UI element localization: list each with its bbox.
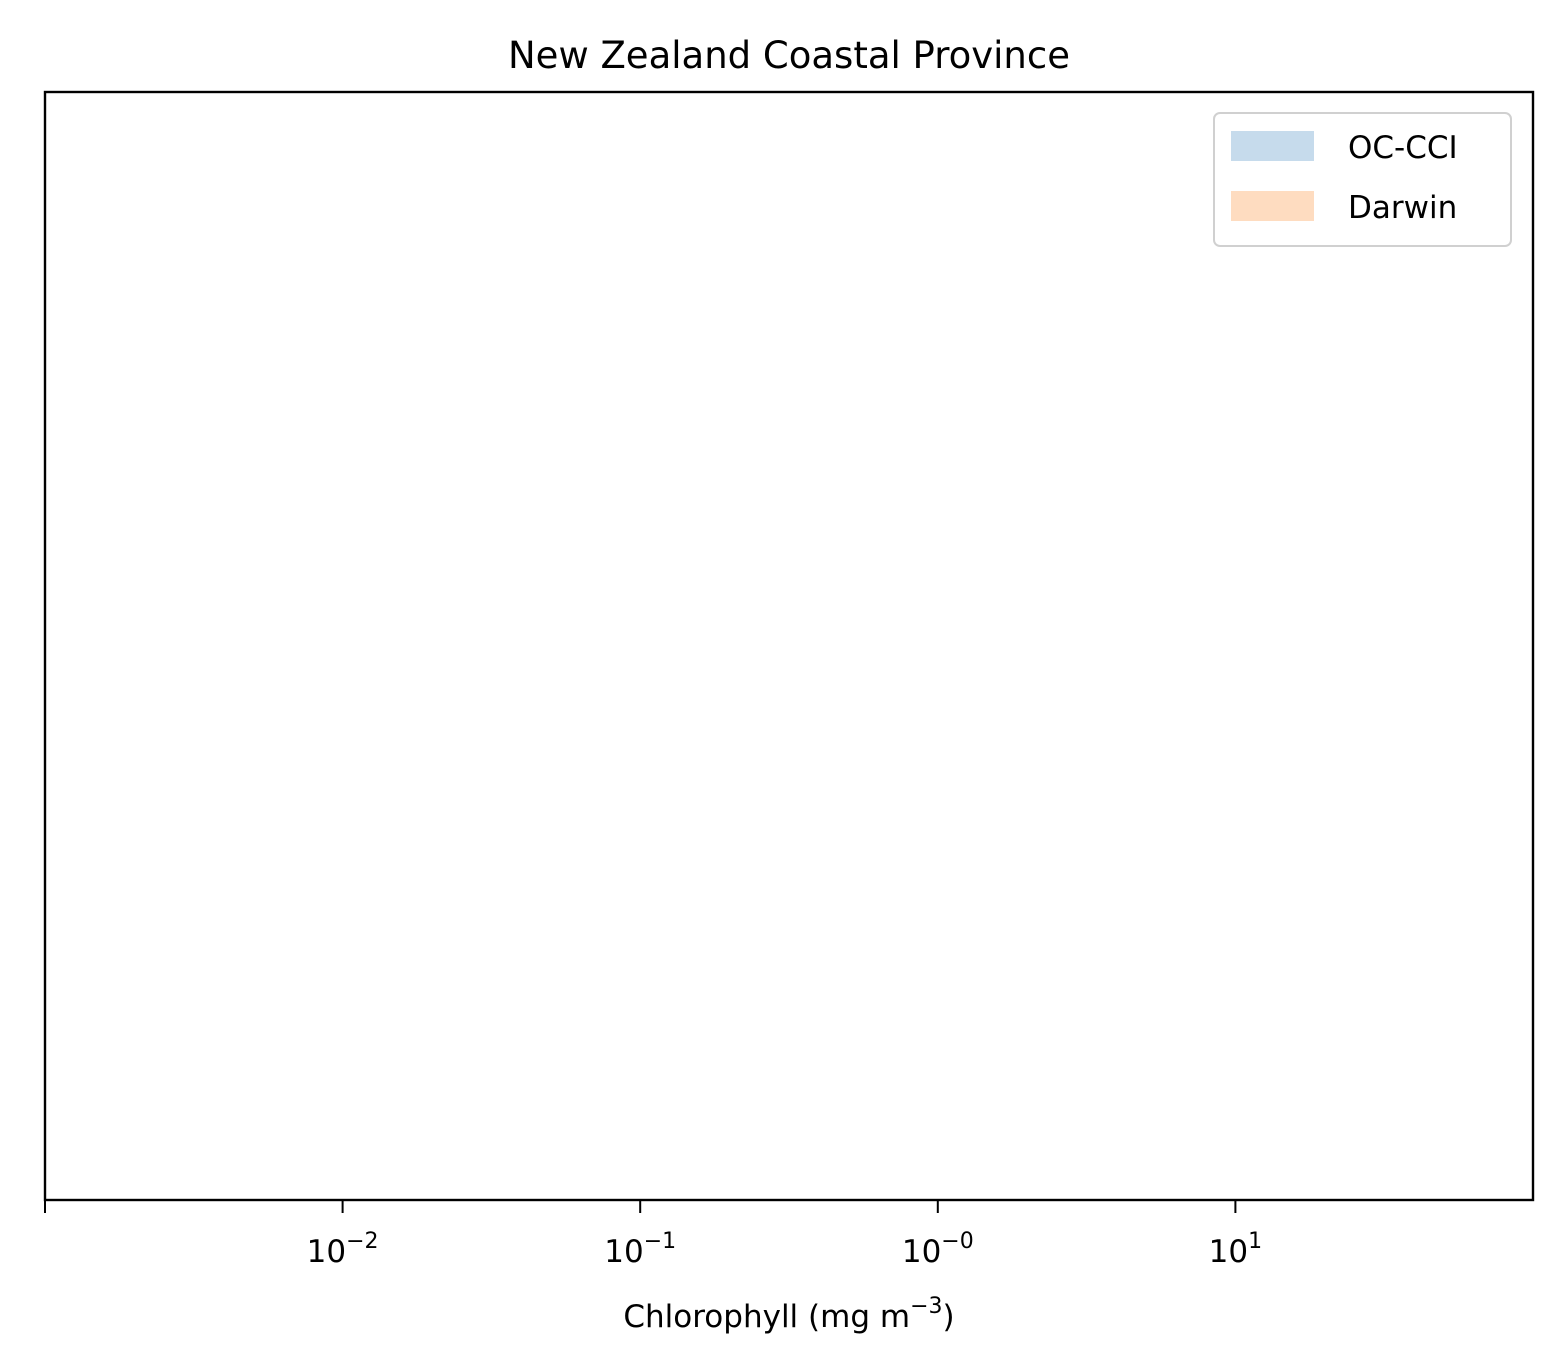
legend-swatch-oc-cci	[1231, 131, 1314, 161]
legend-label-darwin: Darwin	[1348, 190, 1457, 226]
x-tick-label: 10−0	[902, 1229, 974, 1270]
x-tick-label: 101	[1209, 1229, 1262, 1270]
legend: OC-CCI Darwin	[1213, 112, 1512, 247]
axes-frame	[43, 90, 1535, 1202]
x-axis-label-main: Chlorophyll (mg m	[623, 1299, 910, 1335]
x-tick-label: 10−1	[604, 1229, 676, 1270]
x-axis-label-suffix: )	[943, 1299, 955, 1335]
x-tick-label: 10−2	[307, 1229, 379, 1270]
legend-entries: OC-CCI Darwin	[1231, 130, 1458, 226]
x-ticks: 10−2 10−1 10−0 101	[307, 1200, 1262, 1270]
legend-swatch-darwin	[1231, 191, 1314, 221]
x-axis-label-exponent: −3	[910, 1294, 942, 1319]
x-axis-label: Chlorophyll (mg m−3)	[623, 1294, 954, 1335]
legend-label-oc-cci: OC-CCI	[1348, 130, 1458, 166]
chart-title: New Zealand Coastal Province	[508, 34, 1070, 77]
plot-area	[43, 90, 1535, 1202]
x-axis: 10−2 10−1 10−0 101	[44, 1200, 1262, 1270]
